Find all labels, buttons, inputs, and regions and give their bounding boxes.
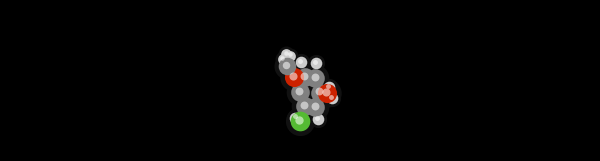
- Point: [314, 90, 324, 93]
- Point: [278, 57, 287, 60]
- Point: [295, 119, 305, 122]
- Point: [311, 60, 320, 63]
- Point: [277, 56, 287, 59]
- Point: [316, 91, 325, 94]
- Point: [323, 85, 333, 87]
- Point: [326, 96, 336, 98]
- Point: [316, 91, 325, 94]
- Point: [289, 76, 299, 79]
- Point: [295, 118, 304, 121]
- Point: [310, 106, 320, 108]
- Point: [300, 76, 310, 79]
- Point: [289, 76, 299, 79]
- Point: [286, 54, 295, 57]
- Point: [313, 118, 323, 120]
- Point: [281, 53, 291, 55]
- Point: [295, 89, 304, 92]
- Point: [327, 97, 337, 99]
- Point: [278, 57, 287, 60]
- Point: [310, 106, 320, 108]
- Point: [285, 53, 295, 56]
- Point: [290, 115, 299, 118]
- Point: [286, 54, 295, 57]
- Point: [310, 77, 320, 79]
- Point: [300, 105, 310, 108]
- Point: [290, 116, 300, 119]
- Point: [300, 105, 310, 108]
- Point: [322, 92, 331, 95]
- Point: [312, 117, 322, 119]
- Point: [295, 119, 305, 122]
- Point: [299, 104, 309, 106]
- Point: [281, 52, 290, 54]
- Point: [310, 76, 319, 78]
- Point: [290, 116, 300, 119]
- Point: [295, 90, 305, 93]
- Point: [295, 90, 305, 93]
- Point: [281, 64, 291, 66]
- Point: [283, 65, 292, 67]
- Point: [311, 62, 321, 64]
- Point: [310, 105, 319, 107]
- Point: [327, 97, 337, 99]
- Point: [322, 92, 331, 95]
- Point: [324, 86, 334, 88]
- Point: [295, 60, 305, 62]
- Point: [299, 75, 309, 77]
- Point: [300, 76, 310, 79]
- Point: [289, 75, 298, 77]
- Point: [296, 61, 305, 63]
- Point: [296, 61, 305, 63]
- Point: [281, 53, 291, 55]
- Point: [283, 65, 292, 67]
- Point: [311, 62, 321, 64]
- Point: [310, 77, 320, 79]
- Point: [321, 91, 331, 94]
- Point: [324, 86, 334, 88]
- Point: [313, 118, 323, 120]
